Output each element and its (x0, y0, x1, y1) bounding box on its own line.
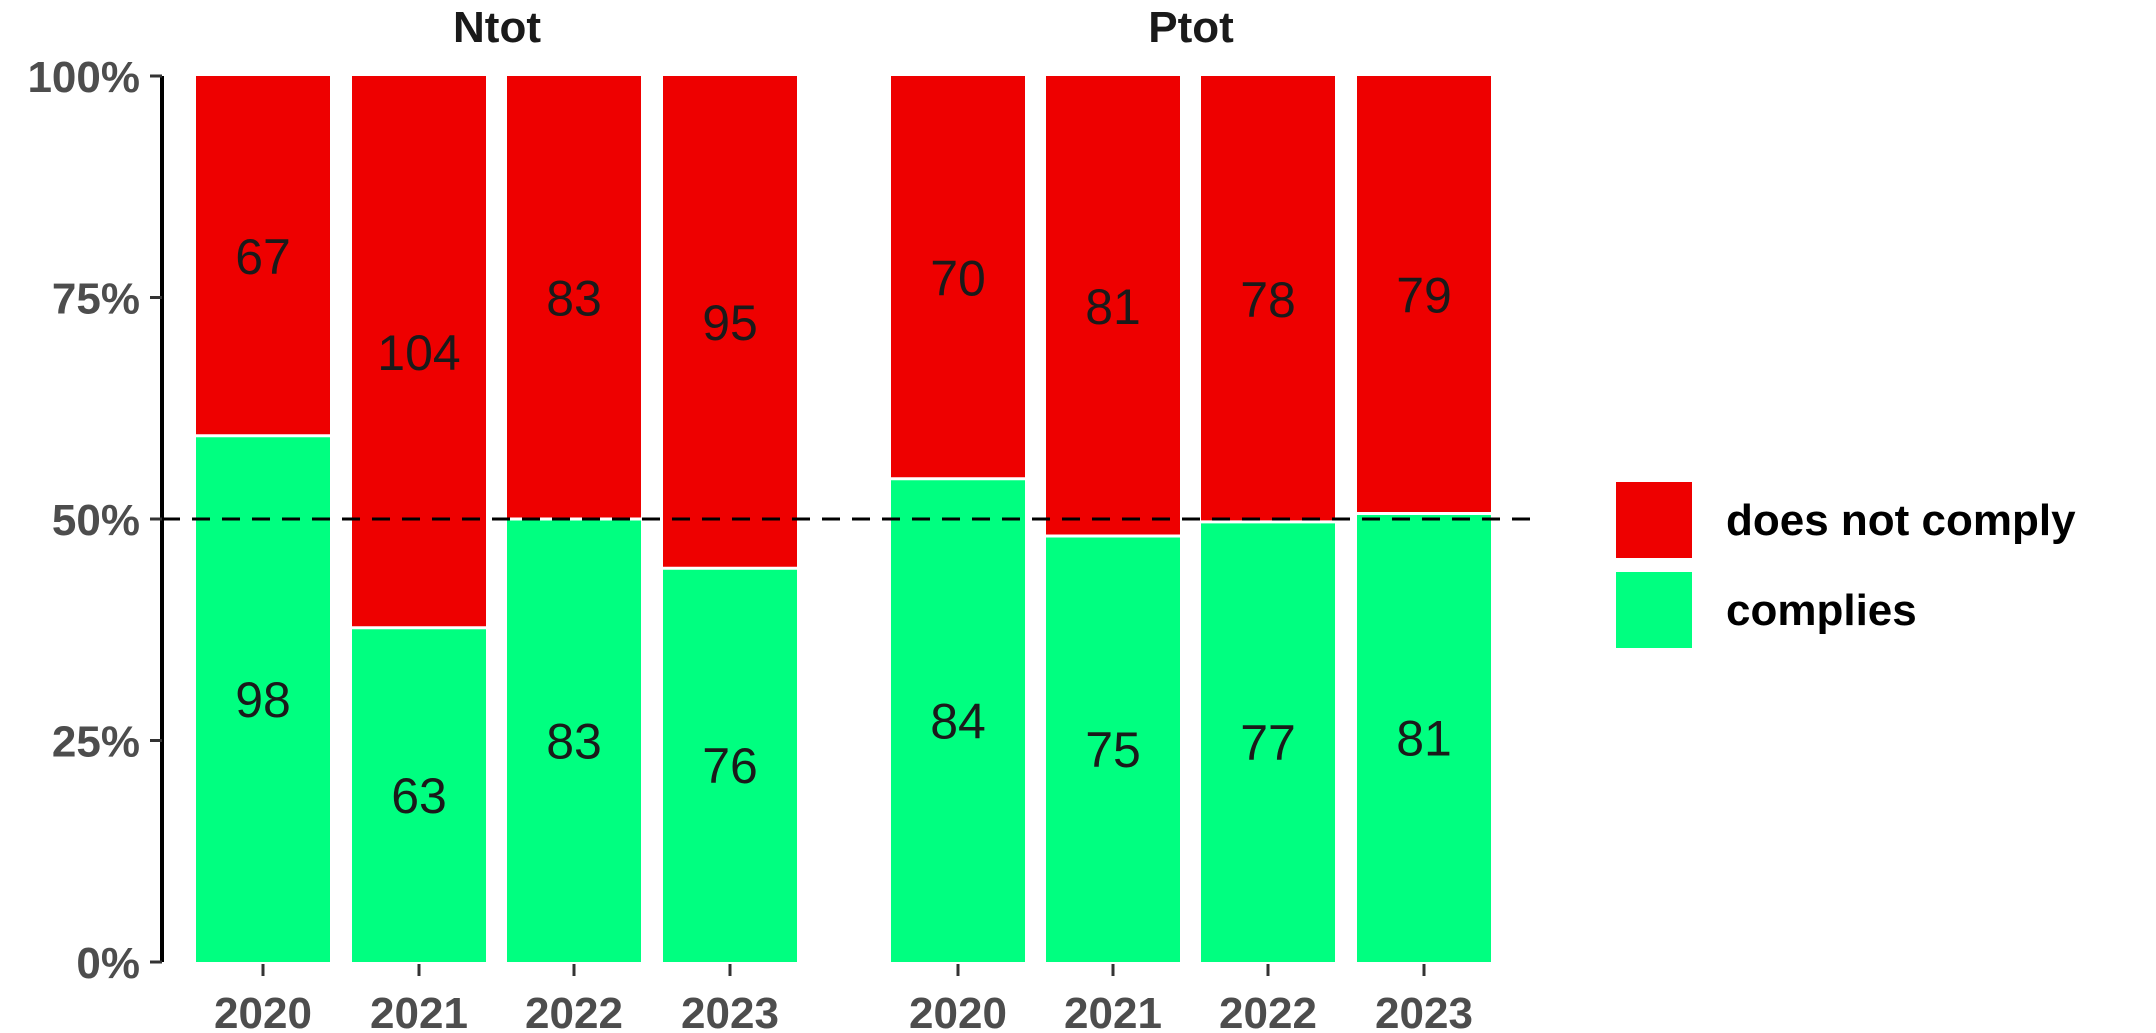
bar-segment-does-not-comply (663, 76, 797, 569)
facet-ptot: Ptot 70 84 2020 81 75 2021 78 77 2022 79 81 2023 (891, 3, 1491, 1033)
bar-value-label-complies: 77 (1240, 715, 1296, 771)
bar-value-label-complies: 63 (391, 768, 447, 824)
bar-segment-does-not-comply (1201, 76, 1335, 522)
x-tick-label: 2021 (1064, 989, 1162, 1033)
bar-segment-does-not-comply (891, 76, 1025, 479)
x-tick-label: 2023 (1375, 989, 1473, 1033)
bar-value-label-complies: 98 (235, 672, 291, 728)
bar-segment-does-not-comply (1357, 76, 1491, 514)
x-tick-label: 2021 (370, 989, 468, 1033)
y-tick-label: 50% (52, 496, 140, 545)
bar-value-label-does-not-comply: 81 (1085, 279, 1141, 335)
y-tick-label: 100% (27, 53, 140, 102)
bar-segment-does-not-comply (1046, 76, 1180, 537)
bar-segment-complies (1201, 521, 1335, 962)
x-tick-label: 2022 (525, 989, 623, 1033)
bar-value-label-does-not-comply: 79 (1396, 268, 1452, 324)
bar-segment-complies (196, 435, 330, 963)
facet-title: Ntot (453, 3, 541, 52)
bar-value-label-complies: 76 (702, 738, 758, 794)
bar-segment-complies (1046, 536, 1180, 962)
bar-value-label-complies: 81 (1396, 711, 1452, 767)
bar-segment-complies (352, 627, 486, 962)
bar-value-label-does-not-comply: 70 (930, 250, 986, 306)
bar-value-label-complies: 75 (1085, 722, 1141, 778)
facets: Ntot679820201046320218383202295762023Pto… (196, 3, 1491, 1033)
bar-value-label-does-not-comply: 78 (1240, 272, 1296, 328)
x-tick-label: 2020 (909, 989, 1007, 1033)
bar-value-label-complies: 83 (546, 714, 602, 770)
bar-segment-complies (1357, 513, 1491, 962)
y-tick-label: 25% (52, 718, 140, 767)
bar-value-label-complies: 84 (930, 693, 986, 749)
bar-value-label-does-not-comply: 95 (702, 295, 758, 351)
legend-swatch-complies (1616, 572, 1692, 648)
facet-title: Ptot (1148, 3, 1234, 52)
legend-label: complies (1726, 586, 1917, 635)
bar-value-label-does-not-comply: 67 (235, 229, 291, 285)
y-axis: 0% 25% 50% 75% 100% (27, 53, 164, 988)
bar-segment-complies (663, 568, 797, 962)
bar-segment-complies (891, 478, 1025, 962)
bar-value-label-does-not-comply: 104 (377, 325, 460, 381)
bar-segment-does-not-comply (507, 76, 641, 519)
bar-value-label-does-not-comply: 83 (546, 271, 602, 327)
y-tick-label: 0% (76, 939, 140, 988)
facet-ntot: Ntot 67 98 2020 104 63 2021 83 83 2022 95 76 2023 (196, 3, 797, 1033)
bar-segment-does-not-comply (352, 76, 486, 628)
x-tick-label: 2023 (681, 989, 779, 1033)
bar-segment-does-not-comply (196, 76, 330, 436)
legend: does not comply complies (1616, 482, 2076, 648)
legend-label: does not comply (1726, 496, 2076, 545)
y-tick-label: 75% (52, 275, 140, 324)
legend-swatch-does-not-comply (1616, 482, 1692, 558)
bar-segment-complies (507, 519, 641, 962)
x-tick-label: 2020 (214, 989, 312, 1033)
x-tick-label: 2022 (1219, 989, 1317, 1033)
